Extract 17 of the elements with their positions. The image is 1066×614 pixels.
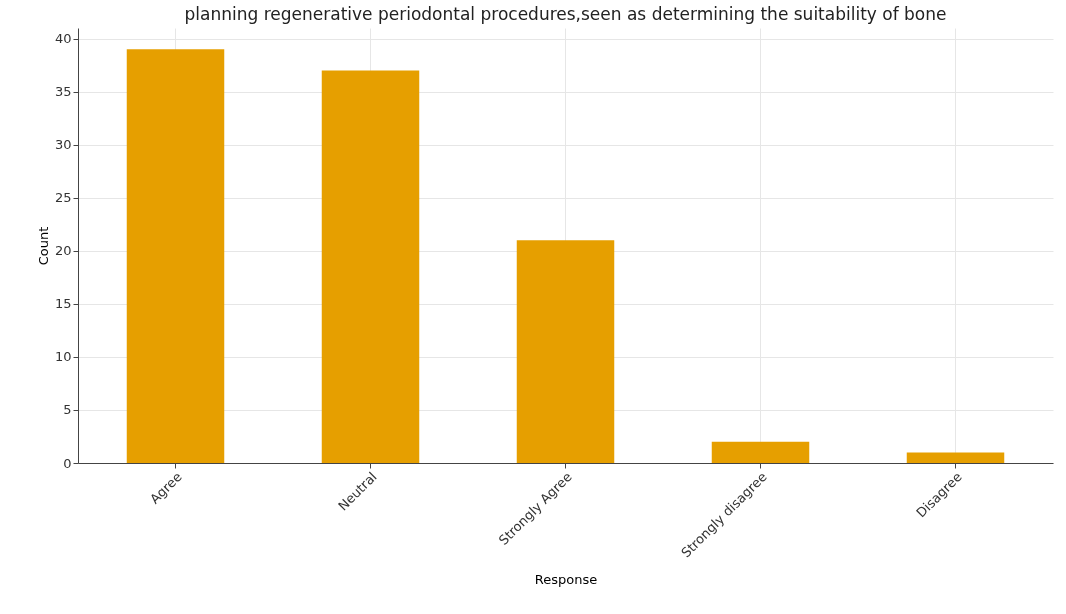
y-tick-label: 5 <box>63 402 72 418</box>
bar <box>126 49 225 463</box>
y-tick-label: 10 <box>54 349 72 365</box>
y-axis-title: Count <box>35 226 51 266</box>
bar <box>516 240 615 463</box>
y-tick-label: 0 <box>63 455 72 471</box>
y-tick-label: 25 <box>54 190 72 206</box>
bar <box>711 441 810 463</box>
chart-title: planning regenerative periodontal procedures,seen as determining the suitability of bone <box>184 4 947 24</box>
y-tick-label: 35 <box>54 84 72 100</box>
bar <box>321 70 420 463</box>
y-tick-label: 40 <box>54 31 72 47</box>
y-tick-label: 20 <box>54 243 72 259</box>
y-tick-label: 15 <box>54 296 72 312</box>
y-tick-label: 30 <box>54 137 72 153</box>
bar <box>906 452 1005 463</box>
x-axis-title: Response <box>534 572 598 588</box>
